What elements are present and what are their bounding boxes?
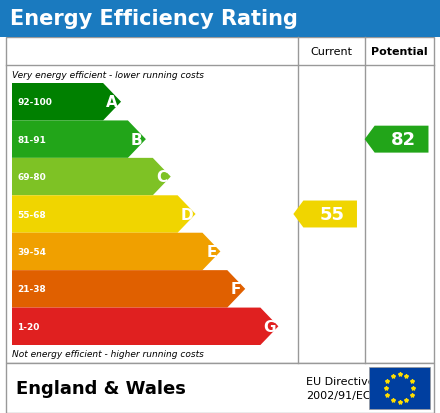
Bar [6,38,434,363]
Text: EU Directive: EU Directive [306,376,374,386]
Text: B: B [131,132,143,147]
Text: 55-68: 55-68 [17,210,46,219]
Polygon shape [365,126,429,153]
Polygon shape [12,271,245,308]
Text: 1-20: 1-20 [17,322,39,331]
Bar [0,0,440,38]
Text: Very energy efficient - lower running costs: Very energy efficient - lower running co… [12,70,204,79]
Text: F: F [231,282,242,297]
Text: 21-38: 21-38 [17,285,46,294]
Text: 92-100: 92-100 [17,98,52,107]
Text: Potential: Potential [371,47,428,57]
Text: D: D [180,207,193,222]
Polygon shape [12,233,220,271]
Bar [369,367,430,409]
Text: England & Wales: England & Wales [16,379,186,397]
Bar [6,363,434,413]
Text: 2002/91/EC: 2002/91/EC [306,390,370,400]
Text: G: G [263,319,275,334]
Text: Current: Current [311,47,352,57]
Polygon shape [293,201,357,228]
Text: 81-91: 81-91 [17,135,46,144]
Polygon shape [12,121,146,159]
Text: 39-54: 39-54 [17,247,46,256]
Text: E: E [206,244,216,259]
Text: A: A [106,95,118,110]
Text: 82: 82 [391,131,416,149]
Text: 55: 55 [319,206,345,223]
Polygon shape [12,159,171,196]
Polygon shape [12,308,279,345]
Polygon shape [12,196,195,233]
Text: 69-80: 69-80 [17,173,46,182]
Text: Not energy efficient - higher running costs: Not energy efficient - higher running co… [12,350,204,358]
Text: C: C [156,170,167,185]
Text: Energy Efficiency Rating: Energy Efficiency Rating [10,9,298,29]
Polygon shape [12,84,121,121]
